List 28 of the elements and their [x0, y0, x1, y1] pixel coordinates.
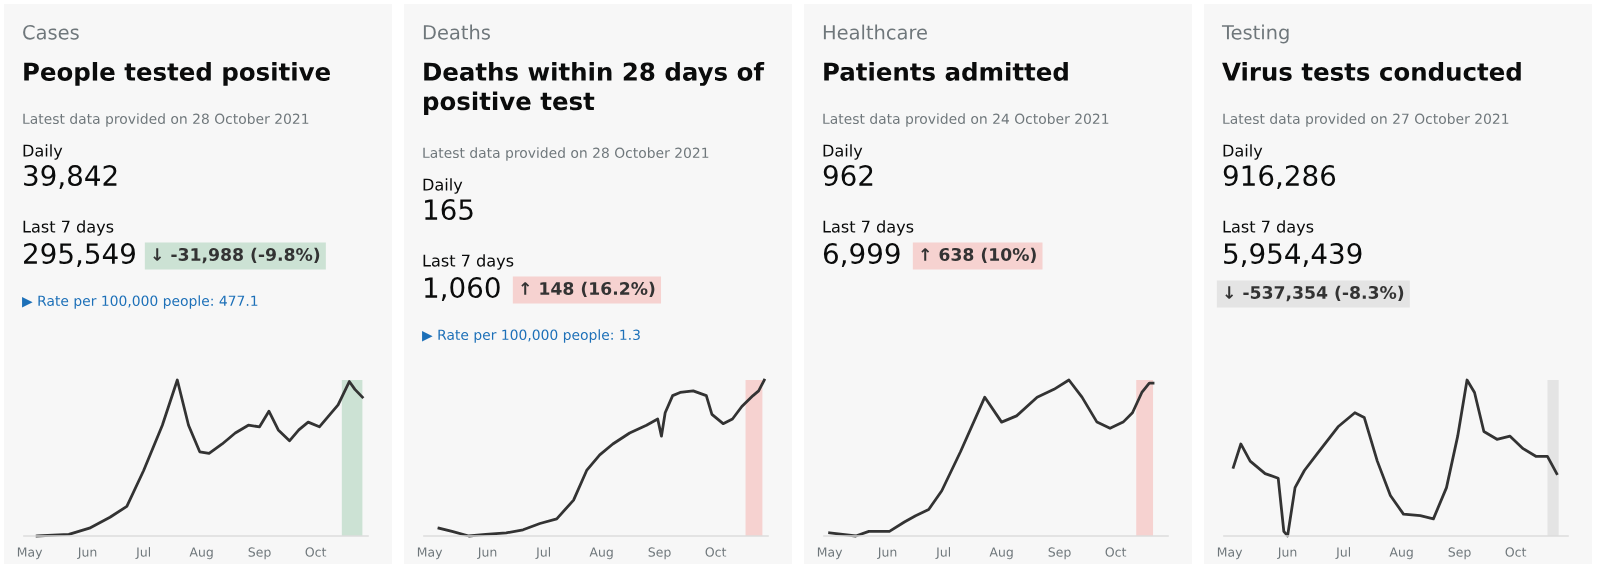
text: Last 7 days [23, 220, 114, 236]
text: Last 7 days [1223, 220, 1314, 236]
text: Daily [23, 144, 63, 160]
chart-title: Virus tests conducted [1222, 62, 1521, 81]
chart-title: Deaths within 28 days of positive test [424, 62, 765, 116]
text: Last 7 days [423, 254, 514, 270]
text: Last 7 days [823, 220, 914, 236]
chart-title: People tested positive [24, 62, 330, 86]
text: 39,842 [24, 165, 117, 189]
chart-subtitle: Cases [23, 24, 79, 40]
text: 916,286 [1223, 165, 1336, 189]
text: ↓ -31,988 (-9.8%) [153, 247, 320, 264]
chart-title: Patients admitted [824, 62, 1068, 81]
text: Daily [1223, 144, 1263, 160]
text: ↑ 638 (10%) [921, 247, 1036, 264]
chart-subtitle: Deaths [423, 24, 490, 40]
text: 6,999 [823, 243, 900, 267]
text: ↓ -537,354 (-8.3%) [1225, 285, 1404, 302]
text: ↑ 148 (16.2%) [521, 281, 655, 298]
text: Daily [423, 178, 463, 194]
text: 962 [823, 165, 873, 187]
text: 1,060 [425, 277, 500, 301]
text: Daily [823, 144, 863, 160]
text: 165 [425, 199, 473, 221]
chart-subtitle: Healthcare [823, 24, 927, 40]
text: 295,549 [24, 243, 135, 267]
chart-subtitle: Testing [1221, 24, 1289, 44]
text: 5,954,439 [1224, 243, 1362, 267]
